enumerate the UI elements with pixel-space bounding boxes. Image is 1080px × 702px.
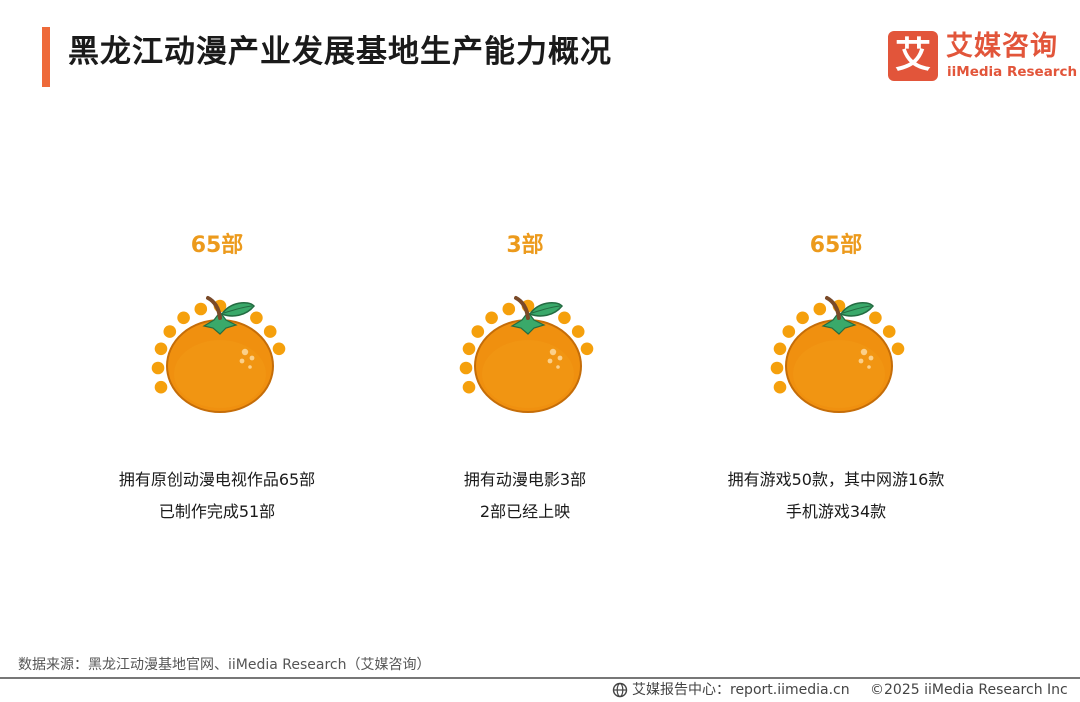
orange-calyx	[202, 311, 238, 335]
footer-divider	[0, 677, 1080, 679]
stat-description: 拥有动漫电影3部 2部已经上映	[365, 464, 685, 528]
footer-report-site: 艾媒报告中心：report.iimedia.cn	[612, 680, 850, 700]
brand-logo: 艾 艾媒咨询 iiMedia Research	[888, 30, 1077, 82]
orange-dot	[869, 311, 882, 325]
orange-dot	[502, 302, 516, 316]
stat-value: 65部	[809, 233, 863, 258]
orange-fruit-icon	[770, 296, 905, 413]
orange-dot	[163, 325, 177, 338]
orange-dot	[773, 342, 787, 356]
page-title: 黑龙江动漫产业发展基地生产能力概况	[68, 34, 612, 70]
orange-dot	[250, 311, 263, 325]
orange-dot	[813, 302, 827, 316]
orange-dot	[263, 325, 277, 338]
orange-highlight	[239, 358, 245, 364]
orange-highlight	[248, 365, 252, 369]
orange-stem	[514, 296, 530, 320]
stat-value: 3部	[506, 233, 544, 258]
orange-dot	[272, 342, 286, 356]
stat-description-line: 拥有游戏50款，其中网游16款	[727, 470, 945, 489]
orange-dot	[462, 342, 476, 356]
orange-dot	[558, 311, 571, 325]
stat-value: 65部	[190, 233, 244, 258]
orange-shade	[174, 340, 266, 408]
globe-icon	[612, 682, 628, 698]
orange-stem	[825, 296, 841, 320]
logo-name-cn: 艾媒咨询	[946, 31, 1058, 62]
stat-description: 拥有原创动漫电视作品65部 已制作完成51部	[57, 464, 377, 528]
orange-dot	[580, 342, 594, 356]
orange-dot	[782, 325, 796, 338]
orange-calyx	[510, 311, 546, 335]
title-accent-bar	[42, 27, 50, 87]
stat-description-line: 拥有动漫电影3部	[463, 470, 587, 489]
orange-highlight	[556, 365, 560, 369]
orange-leaf-vein	[531, 305, 561, 314]
orange-highlight	[867, 365, 871, 369]
orange-fruit-icon	[151, 296, 286, 413]
orange-dot	[459, 361, 473, 375]
orange-calyx	[821, 311, 857, 335]
orange-dot	[154, 342, 168, 356]
orange-dot	[462, 380, 476, 394]
orange-dot	[773, 380, 787, 394]
orange-dot	[177, 311, 190, 325]
data-source-note: 数据来源：黑龙江动漫基地官网、iiMedia Research（艾媒咨询）	[18, 657, 431, 673]
orange-dot	[194, 302, 208, 316]
stat-description-line: 手机游戏34款	[785, 502, 887, 521]
footer-site-label: 艾媒报告中心：report.iimedia.cn	[632, 682, 850, 698]
orange-fruit-icon	[459, 296, 594, 413]
stat-description-line: 已制作完成51部	[158, 502, 276, 521]
stat-description-line: 2部已经上映	[479, 502, 571, 521]
orange-shade	[793, 340, 885, 408]
stat-card-anime-film: 3部 拥有动漫电影3部 2部已经上映	[365, 228, 685, 528]
orange-highlight	[241, 348, 249, 356]
orange-dot	[485, 311, 498, 325]
orange-dot	[796, 311, 809, 325]
orange-dot	[471, 325, 485, 338]
orange-dot	[891, 342, 905, 356]
orange-highlight	[860, 348, 868, 356]
orange-highlight	[549, 348, 557, 356]
logo-name-en: iiMedia Research	[947, 64, 1078, 80]
orange-highlight	[249, 355, 255, 361]
stat-card-anime-tv: 65部 拥有原创动漫电视作品65部 已制作完成51部	[57, 228, 377, 528]
footer-copyright: ©2025 iiMedia Research Inc	[870, 682, 1068, 698]
orange-dot	[151, 361, 165, 375]
orange-highlight	[547, 358, 553, 364]
orange-highlight	[858, 358, 864, 364]
orange-highlight	[557, 355, 563, 361]
logo-mark: 艾	[888, 31, 938, 81]
stat-description-line: 拥有原创动漫电视作品65部	[118, 470, 316, 489]
orange-dot	[571, 325, 585, 338]
orange-leaf-vein	[223, 305, 253, 314]
orange-dot	[770, 361, 784, 375]
orange-highlight	[868, 355, 874, 361]
orange-dot	[154, 380, 168, 394]
orange-dot	[882, 325, 896, 338]
orange-stem	[206, 296, 222, 320]
orange-leaf-vein	[842, 305, 872, 314]
stat-description: 拥有游戏50款，其中网游16款 手机游戏34款	[676, 464, 996, 528]
stat-card-games: 65部 拥有游戏50款，其中网游16款 手机游戏34款	[676, 228, 996, 528]
orange-shade	[482, 340, 574, 408]
